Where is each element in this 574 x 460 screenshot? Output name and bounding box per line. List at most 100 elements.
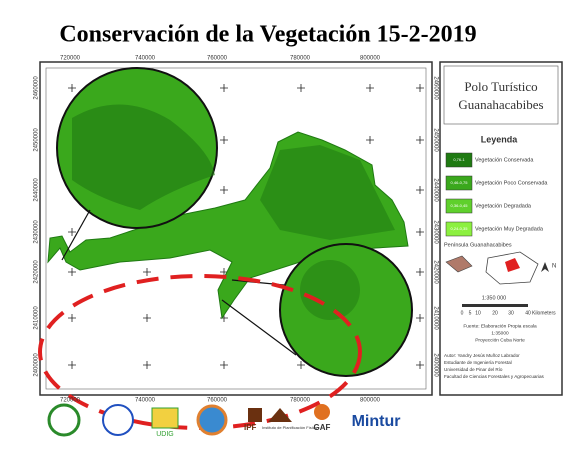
panel-title: Guanahacabibes: [458, 97, 543, 112]
inset-leader: [221, 299, 297, 356]
cross: [220, 186, 228, 194]
x-label-top: 740000: [135, 56, 156, 62]
scale-tick: 20: [492, 310, 498, 316]
legend-swatch: [445, 152, 473, 168]
cross: [68, 228, 76, 236]
x-label-bottom: 800000: [360, 398, 381, 404]
logo-text: Mintur: [352, 413, 401, 430]
legend-label: Vegetación Degradada: [475, 203, 532, 209]
legend-range: 0,76-1: [453, 157, 465, 162]
scale-bar: [462, 304, 528, 307]
cross: [416, 84, 424, 92]
north-arrow: [541, 262, 549, 272]
logo: [151, 407, 179, 429]
logo-text: UDIG: [156, 431, 174, 438]
y-label-left: 2420000: [34, 260, 40, 284]
author-line: Autor: Yandry Jesús Muñoz Labrador: [444, 353, 520, 358]
y-label-left: 2400000: [34, 353, 40, 377]
y-label-left: 2430000: [34, 220, 40, 244]
x-label-bottom: 720000: [60, 398, 81, 404]
y-label-left: 2440000: [34, 178, 40, 202]
legend-swatch: [445, 175, 473, 191]
y-label-right: 2420000: [432, 260, 438, 284]
source-line: Proyección Cuba Norte: [475, 337, 525, 343]
logo: [102, 404, 134, 436]
cross: [68, 314, 76, 322]
logo-text: GAF: [314, 423, 331, 432]
cross: [416, 136, 424, 144]
coordinate-labels: 720000 720000 740000 740000 760000 760000 7800…: [34, 56, 439, 404]
legend-label: Vegetación Muy Degradada: [475, 226, 544, 232]
inset-leader: [61, 209, 91, 261]
cross: [143, 314, 151, 322]
cross: [143, 361, 151, 369]
cross: [220, 84, 228, 92]
x-label-bottom: 760000: [207, 398, 228, 404]
scale-unit: Kilometers: [532, 310, 556, 316]
cross: [416, 268, 424, 276]
logo-text: Instituto de Planificación Física: [262, 425, 318, 430]
panel-title-box: [443, 65, 559, 125]
y-label-left: 2410000: [34, 306, 40, 330]
inset-texture: [72, 104, 215, 210]
cross: [68, 84, 76, 92]
notes: Fuente: Elaboración Propia escala1:35000…: [444, 323, 545, 379]
cross: [297, 84, 305, 92]
author-line: Universidad de Pinar del Río: [444, 367, 503, 372]
cross: [220, 361, 228, 369]
panel-title: Polo Turístico: [464, 79, 537, 94]
cross: [68, 361, 76, 369]
author-line: Estudiante de Ingeniería Forestal: [444, 360, 512, 365]
y-label-right: 2400000: [432, 353, 438, 377]
x-label-top: 720000: [60, 56, 81, 62]
legend-swatch: [445, 221, 473, 237]
legend-label: Vegetación Conservada: [475, 157, 534, 163]
legend-title: Leyenda: [481, 134, 519, 144]
logo: [248, 408, 262, 422]
cross: [143, 268, 151, 276]
legend-range: 0,36-0,45: [451, 203, 469, 208]
x-label-top: 800000: [360, 56, 381, 62]
locator-highlight: [505, 258, 520, 272]
map-inner-frame: [45, 67, 427, 390]
island-core: [260, 145, 395, 240]
x-label-top: 780000: [290, 56, 311, 62]
y-label-right: 2440000: [432, 178, 438, 202]
y-label-right: 2450000: [432, 128, 438, 152]
cross: [416, 314, 424, 322]
legend-range: 0,24-0,35: [451, 226, 469, 231]
y-label-left: 2450000: [34, 128, 40, 152]
legend-range: 0,46-0,75: [451, 180, 469, 185]
logo: [196, 404, 228, 436]
source-line: 1:35000: [491, 330, 509, 336]
inset-texture: [300, 260, 360, 320]
logo: [314, 404, 330, 420]
y-label-left: 2460000: [34, 76, 40, 100]
locator-peninsula: [445, 255, 473, 273]
logo: [47, 403, 81, 437]
cross: [416, 228, 424, 236]
scale-tick: 10: [475, 310, 481, 316]
scale-ratio: 1:350 000: [482, 295, 506, 301]
locator-title: Península Guanahacabibes: [444, 242, 512, 248]
x-label-top: 760000: [207, 56, 228, 62]
cross: [366, 136, 374, 144]
cross: [416, 361, 424, 369]
x-label-bottom: 780000: [290, 398, 311, 404]
legend-label: Vegetación Poco Conservada: [475, 180, 548, 186]
y-label-right: 2410000: [432, 306, 438, 330]
scale-tick: 5: [469, 310, 472, 316]
north-label: N: [552, 264, 556, 270]
scale-ticks: 0 5 10 20 30 40: [461, 310, 531, 316]
cross: [68, 268, 76, 276]
y-label-right: 2430000: [432, 220, 438, 244]
logos: UDIG IPF Instituto de Planificación Físi…: [47, 403, 401, 438]
cross: [416, 186, 424, 194]
scale-tick: 40: [525, 310, 531, 316]
y-label-right: 2460000: [432, 76, 438, 100]
cross: [366, 84, 374, 92]
x-label-bottom: 740000: [135, 398, 156, 404]
author-line: Facultad de Ciencias Forestales y Agrope…: [444, 374, 545, 379]
legend: 0,76-1 Vegetación Conservada 0,46-0,75 Vege…: [445, 152, 548, 237]
